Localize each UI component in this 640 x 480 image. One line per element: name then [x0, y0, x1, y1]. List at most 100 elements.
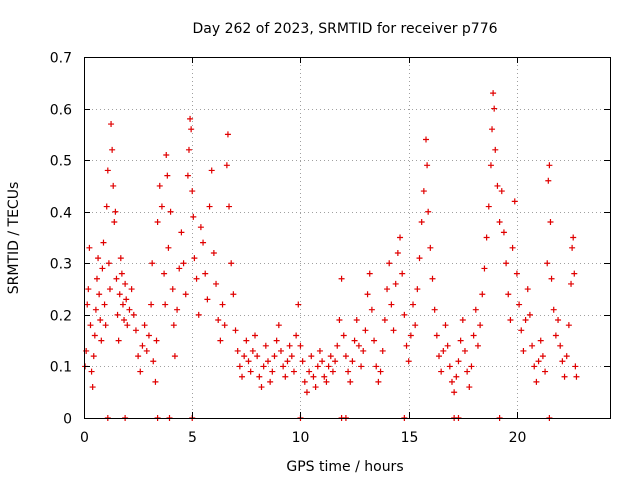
- data-point: [139, 342, 146, 349]
- x-tick-label: 15: [401, 430, 419, 446]
- data-point: [219, 301, 226, 308]
- data-point: [351, 337, 358, 344]
- axis-ticks: 0 0.1 0.2 0.3 0.4 0.5 0.6 0.7 0 5 10 15 20: [50, 51, 610, 446]
- data-point: [176, 265, 183, 272]
- y-axis-label: SRMTID / TECUs: [6, 182, 22, 295]
- data-point: [232, 327, 239, 334]
- data-point: [86, 244, 93, 251]
- data-point: [297, 342, 304, 349]
- data-point: [267, 378, 274, 385]
- data-point: [230, 291, 237, 298]
- y-tick-label: 0.3: [50, 257, 72, 273]
- grid-lines: [84, 57, 610, 418]
- data-point: [126, 306, 133, 313]
- data-point: [135, 353, 142, 360]
- data-point: [167, 208, 174, 215]
- data-point: [494, 182, 501, 189]
- y-tick-label: 0: [63, 412, 72, 428]
- data-point: [197, 224, 204, 231]
- data-point: [342, 353, 349, 360]
- data-point: [121, 317, 128, 324]
- data-point: [572, 363, 579, 370]
- data-point: [466, 384, 473, 391]
- data-point: [275, 322, 282, 329]
- data-point: [571, 270, 578, 277]
- data-point: [435, 353, 442, 360]
- data-point: [377, 368, 384, 375]
- data-point: [444, 342, 451, 349]
- data-point: [490, 90, 497, 97]
- data-point: [113, 275, 120, 282]
- data-point: [349, 358, 356, 365]
- y-tick-label: 0.2: [50, 309, 72, 325]
- data-point: [451, 389, 458, 396]
- data-point: [190, 213, 197, 220]
- data-point: [163, 151, 170, 158]
- data-point: [505, 291, 512, 298]
- data-point: [286, 342, 293, 349]
- data-point: [394, 249, 401, 256]
- data-point: [561, 373, 568, 380]
- data-point: [221, 322, 228, 329]
- x-tick-label: 10: [292, 430, 310, 446]
- data-point: [392, 280, 399, 287]
- data-point: [258, 384, 265, 391]
- data-point: [453, 373, 460, 380]
- data-point: [407, 332, 414, 339]
- data-point: [340, 332, 347, 339]
- data-point: [124, 322, 131, 329]
- data-point: [247, 368, 254, 375]
- data-point: [431, 306, 438, 313]
- data-point: [485, 203, 492, 210]
- data-point: [228, 260, 235, 267]
- data-point: [360, 347, 367, 354]
- data-point: [544, 260, 551, 267]
- data-point: [89, 384, 96, 391]
- data-point: [507, 317, 514, 324]
- data-point: [334, 342, 341, 349]
- data-point: [208, 167, 215, 174]
- data-point: [403, 342, 410, 349]
- data-point: [498, 188, 505, 195]
- data-point: [91, 332, 98, 339]
- data-point: [170, 322, 177, 329]
- data-point: [416, 255, 423, 262]
- y-tick-label: 0.6: [50, 103, 72, 119]
- data-point: [491, 105, 498, 112]
- data-point: [92, 306, 99, 313]
- data-point: [174, 306, 181, 313]
- data-point: [373, 363, 380, 370]
- data-point: [118, 270, 125, 277]
- data-point: [455, 358, 462, 365]
- data-point: [397, 234, 404, 241]
- data-point: [185, 146, 192, 153]
- data-point: [423, 136, 430, 143]
- data-point: [154, 219, 161, 226]
- data-point: [487, 162, 494, 169]
- data-point: [165, 244, 172, 251]
- data-point: [327, 353, 334, 360]
- data-point: [162, 301, 169, 308]
- x-tick-label: 20: [509, 430, 527, 446]
- data-point: [110, 182, 117, 189]
- data-point: [178, 229, 185, 236]
- data-point: [565, 322, 572, 329]
- x-tick-label: 5: [188, 430, 197, 446]
- data-point: [284, 358, 291, 365]
- data-point: [123, 296, 130, 303]
- data-point: [202, 270, 209, 277]
- data-point: [254, 353, 261, 360]
- data-point: [115, 337, 122, 344]
- data-point: [103, 203, 110, 210]
- data-point: [234, 347, 241, 354]
- data-point: [314, 363, 321, 370]
- data-point: [489, 126, 496, 133]
- data-point: [384, 286, 391, 293]
- data-point: [371, 337, 378, 344]
- data-point: [518, 327, 525, 334]
- data-point: [101, 301, 108, 308]
- data-point: [563, 353, 570, 360]
- data-point: [200, 239, 207, 246]
- data-point: [429, 275, 436, 282]
